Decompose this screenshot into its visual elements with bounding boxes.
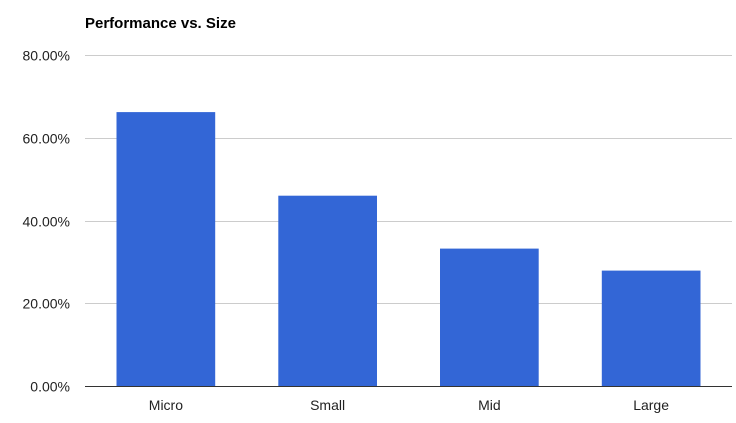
y-axis-ticks: 0.00% 20.00% 40.00% 60.00% 80.00% [23, 48, 70, 395]
y-tick-label: 80.00% [23, 48, 70, 64]
bar-large [601, 270, 701, 386]
y-tick-label: 20.00% [23, 296, 70, 312]
chart-title: Performance vs. Size [85, 15, 236, 32]
x-axis-ticks: Micro Small Mid Large [149, 397, 669, 413]
bar-small [278, 195, 377, 386]
x-tick-label: Mid [478, 397, 501, 413]
x-tick-label: Small [310, 397, 345, 413]
y-tick-label: 40.00% [23, 214, 70, 230]
y-tick-label: 60.00% [23, 131, 70, 147]
bar-mid [440, 248, 539, 386]
x-tick-label: Micro [149, 397, 183, 413]
bars [116, 112, 701, 386]
y-tick-label: 0.00% [30, 379, 70, 395]
bar-micro [116, 112, 216, 386]
x-tick-label: Large [633, 397, 669, 413]
